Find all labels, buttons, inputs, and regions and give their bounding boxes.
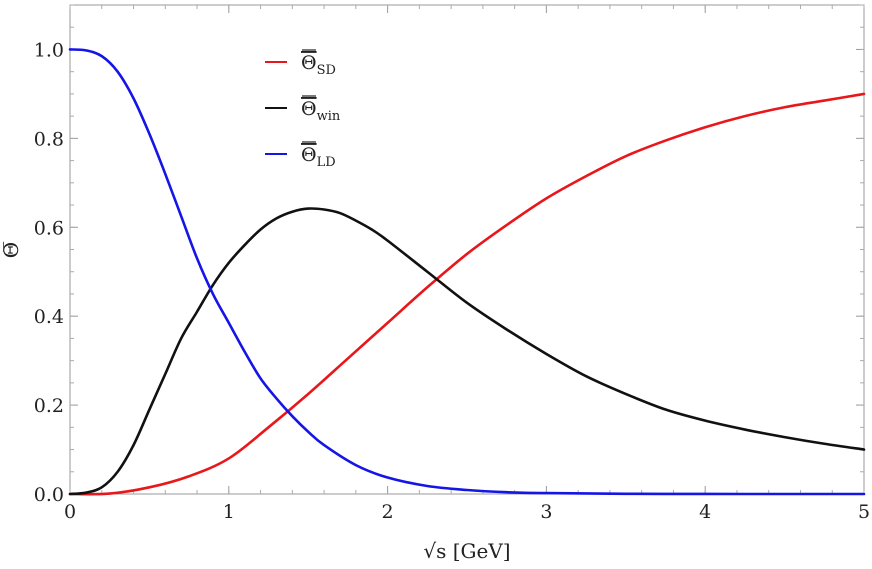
x-tick-label: 2 xyxy=(382,501,394,523)
y-axis-title: Θ̅ xyxy=(0,242,23,258)
x-tick-label: 1 xyxy=(223,501,235,523)
series-line-sd xyxy=(68,92,866,496)
series-layer xyxy=(68,48,866,496)
y-tick-label: 0.6 xyxy=(34,217,64,239)
legend-label-win: Θwin xyxy=(301,98,341,124)
x-tick-label: 0 xyxy=(64,501,76,523)
y-tick-label: 0.2 xyxy=(34,395,64,417)
plot-frame xyxy=(69,4,865,495)
x-tick-label: 5 xyxy=(858,501,870,523)
y-tick-label: 0.8 xyxy=(34,128,64,150)
series-line-ld xyxy=(68,48,866,496)
y-tick-label: 1.0 xyxy=(34,39,64,61)
legend-label-ld: ΘLD xyxy=(301,144,336,170)
legend: ΘSD Θwin ΘLD xyxy=(265,49,341,170)
x-axis-title: √s [GeV] xyxy=(423,539,510,563)
x-tick-label: 4 xyxy=(699,501,711,523)
x-tick-label: 3 xyxy=(540,501,552,523)
y-tick-label: 0.0 xyxy=(34,484,64,506)
y-tick-label: 0.4 xyxy=(34,306,64,328)
legend-label-sd: ΘSD xyxy=(301,52,336,78)
axis-ticks: 0 1 2 3 4 5 0.0 0.2 0.4 0.6 0.8 1.0 xyxy=(34,4,870,523)
series-line-win xyxy=(68,207,866,496)
